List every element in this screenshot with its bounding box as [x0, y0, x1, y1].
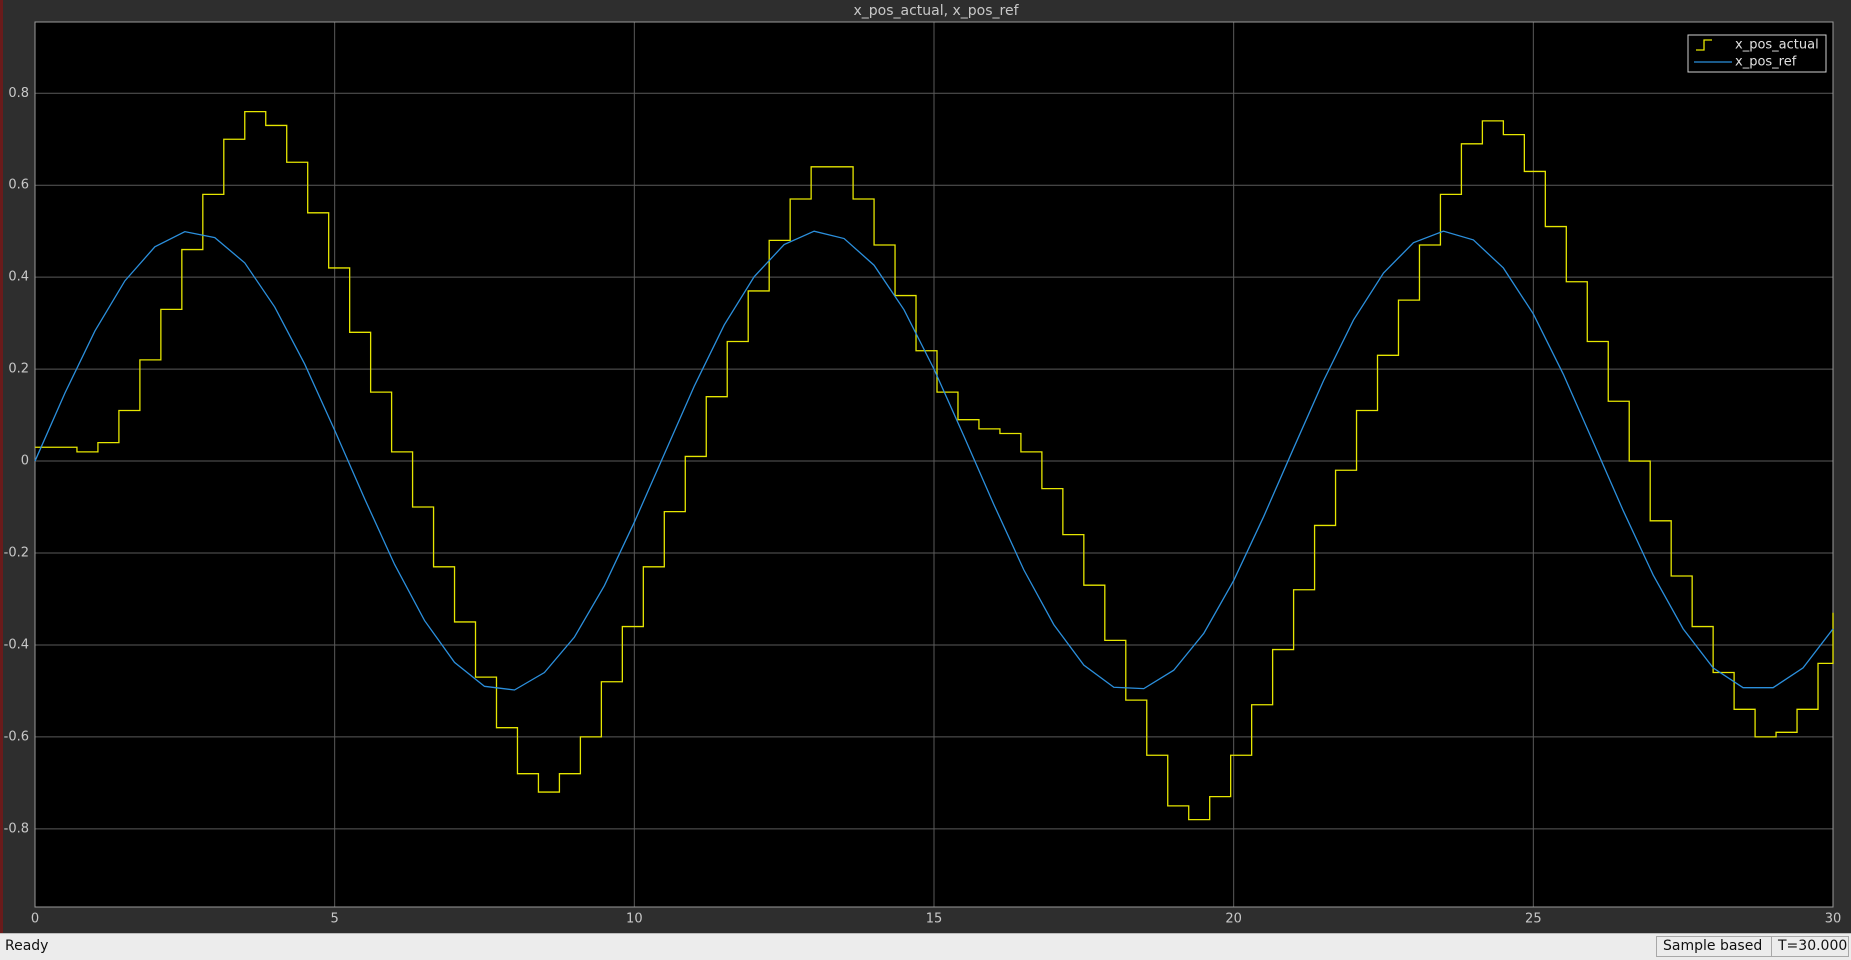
- legend-box: [1687, 34, 1827, 73]
- chart: x_pos_actual, x_pos_ref -0.8 -0.6 -0.4 -0.2…: [4, 3, 1842, 927]
- x-tick-label: 5: [331, 912, 339, 927]
- chart-title: x_pos_actual, x_pos_ref: [853, 3, 1019, 19]
- legend-swatch: [1696, 39, 1712, 51]
- y-tick-label: -0.6: [4, 729, 29, 744]
- series-line: [34, 230, 1834, 691]
- y-tick-label: -0.8: [4, 821, 29, 836]
- legend-label: x_pos_actual: [1735, 38, 1819, 53]
- y-tick-label: 0.8: [8, 86, 29, 101]
- y-tick-label: 0.4: [8, 270, 29, 285]
- window-edge: [0, 0, 3, 933]
- series-line: [35, 110, 1834, 821]
- y-tick-label: 0: [21, 454, 29, 469]
- x-tick-label: 25: [1525, 912, 1542, 927]
- y-tick-label: 0.2: [8, 362, 29, 377]
- status-time: T=30.000: [1771, 936, 1849, 957]
- x-tick-label: 0: [31, 912, 39, 927]
- status-bar: Ready Sample based T=30.000: [0, 933, 1851, 960]
- y-tick-label: -0.4: [4, 637, 29, 652]
- x-tick-label: 30: [1825, 912, 1842, 927]
- x-tick-label: 20: [1225, 912, 1242, 927]
- y-tick-label: 0.6: [8, 178, 29, 193]
- x-tick-label: 15: [926, 912, 943, 927]
- status-state: Ready: [5, 938, 49, 954]
- y-tick-label: -0.2: [4, 546, 29, 561]
- legend-label: x_pos_ref: [1735, 55, 1797, 70]
- status-mode: Sample based: [1656, 936, 1772, 957]
- x-tick-label: 10: [626, 912, 643, 927]
- axes-frame: [34, 21, 1834, 908]
